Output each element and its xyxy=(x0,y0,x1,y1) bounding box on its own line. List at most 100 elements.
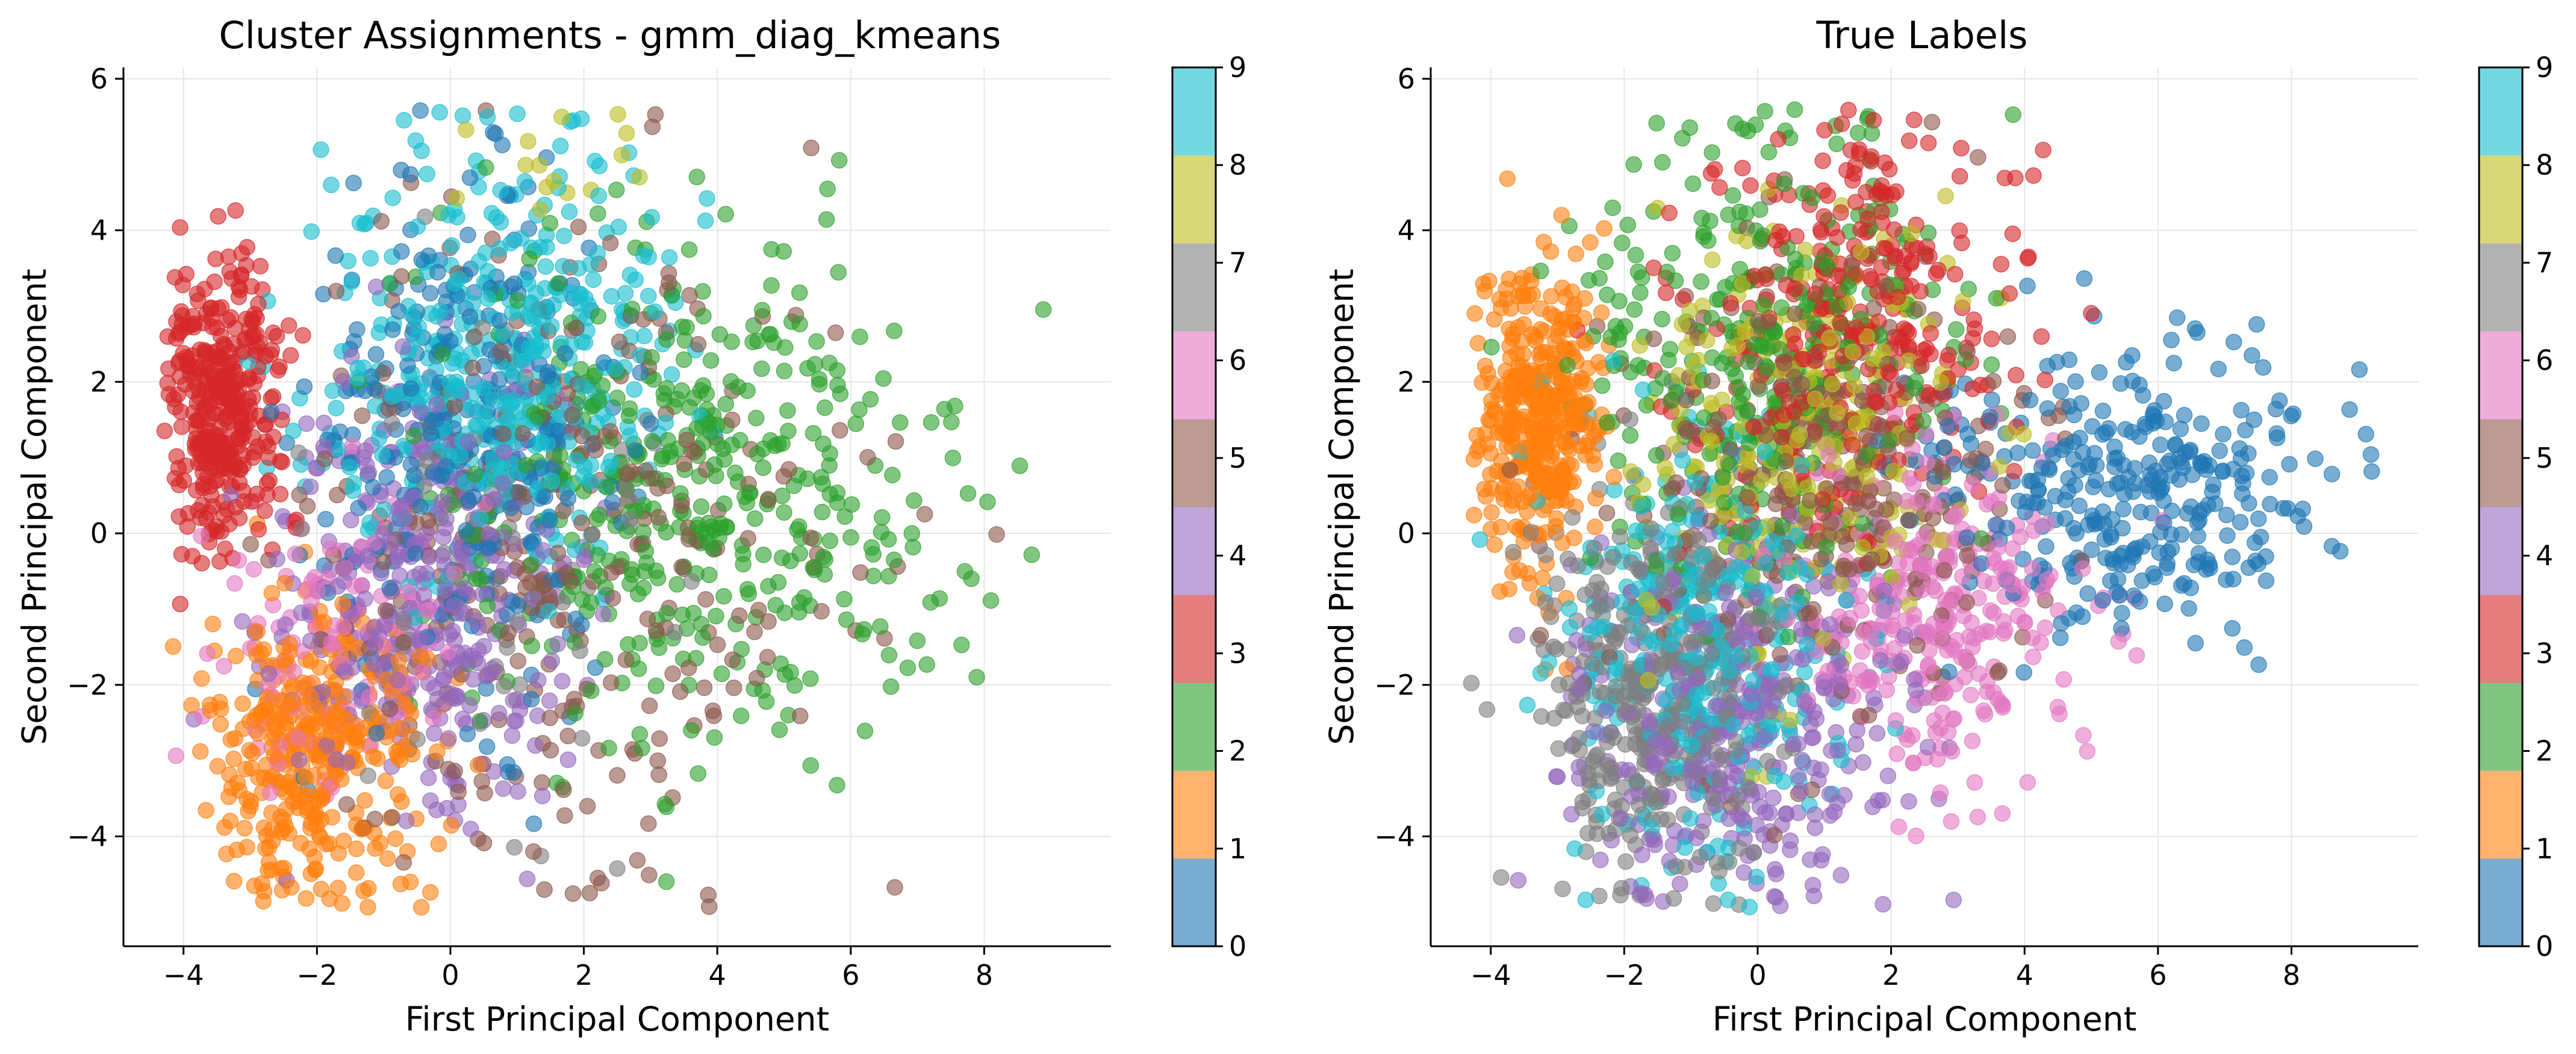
scatter-point-class-7 xyxy=(359,767,376,784)
scatter-point-class-2 xyxy=(594,377,611,394)
scatter-point-class-0 xyxy=(367,346,385,363)
scatter-point-class-9 xyxy=(600,459,617,476)
scatter-point-class-0 xyxy=(2204,476,2222,494)
scatter-point-class-1 xyxy=(316,613,332,631)
scatter-point-class-5 xyxy=(603,674,620,691)
scatter-point-class-2 xyxy=(882,678,900,695)
scatter-point-class-0 xyxy=(2187,634,2204,652)
scatter-point-class-1 xyxy=(277,784,294,801)
scatter-point-class-2 xyxy=(753,360,770,377)
scatter-point-class-5 xyxy=(887,433,904,450)
scatter-point-class-2 xyxy=(653,450,670,468)
scatter-point-class-9 xyxy=(418,166,435,182)
scatter-point-class-1 xyxy=(332,771,350,788)
scatter-point-class-5 xyxy=(709,636,726,653)
scatter-point-class-3 xyxy=(231,474,248,491)
scatter-point-class-0 xyxy=(2189,527,2206,545)
scatter-point-class-5 xyxy=(603,564,620,581)
scatter-point-class-2 xyxy=(865,546,882,563)
scatter-point-class-2 xyxy=(650,639,668,656)
scatter-point-class-2 xyxy=(647,677,665,695)
scatter-point-class-2 xyxy=(810,376,828,393)
scatter-point-class-3 xyxy=(2004,225,2021,243)
scatter-point-class-2 xyxy=(659,432,676,449)
scatter-point-class-5 xyxy=(476,784,493,802)
scatter-point-class-7 xyxy=(1564,509,1581,526)
scatter-point-class-5 xyxy=(602,235,619,252)
scatter-point-class-6 xyxy=(216,657,232,675)
x-tick-label: −2 xyxy=(296,959,337,991)
scatter-point-class-4 xyxy=(475,637,493,655)
scatter-point-class-2 xyxy=(668,576,685,593)
scatter-point-class-5 xyxy=(446,763,463,780)
scatter-point-class-6 xyxy=(2039,515,2056,532)
scatter-point-class-0 xyxy=(2180,600,2197,617)
scatter-point-class-1 xyxy=(212,716,229,733)
scatter-point-class-2 xyxy=(944,450,962,467)
scatter-point-class-8 xyxy=(1955,293,1971,309)
scatter-point-class-2 xyxy=(814,503,831,521)
scatter-point-class-1 xyxy=(356,792,373,809)
scatter-point-class-0 xyxy=(509,597,527,614)
scatter-point-class-9 xyxy=(1566,840,1583,857)
scatter-point-class-3 xyxy=(197,343,214,361)
scatter-point-class-5 xyxy=(446,397,464,415)
scatter-point-class-7 xyxy=(1542,608,1560,625)
scatter-point-class-1 xyxy=(198,802,214,819)
scatter-point-class-4 xyxy=(518,870,536,887)
scatter-point-class-9 xyxy=(491,240,508,257)
scatter-point-class-4 xyxy=(494,780,512,797)
scatter-point-class-1 xyxy=(292,834,310,852)
colorbar-tick-label: 9 xyxy=(1229,51,1246,84)
scatter-point-class-1 xyxy=(429,743,446,760)
scatter-point-class-4 xyxy=(494,475,511,492)
scatter-point-class-2 xyxy=(1752,201,1769,219)
scatter-point-class-6 xyxy=(309,583,326,600)
scatter-point-class-4 xyxy=(411,630,428,647)
scatter-point-class-0 xyxy=(412,498,429,515)
scatter-point-class-9 xyxy=(376,501,393,518)
scatter-point-class-1 xyxy=(1543,288,1560,305)
scatter-point-class-1 xyxy=(1553,206,1570,224)
scatter-point-class-9 xyxy=(516,173,534,190)
scatter-point-class-2 xyxy=(821,457,838,474)
scatter-point-class-2 xyxy=(637,542,655,560)
scatter-point-class-2 xyxy=(701,415,718,432)
scatter-point-class-5 xyxy=(1970,149,1986,166)
scatter-point-class-5 xyxy=(593,875,610,891)
scatter-point-class-2 xyxy=(922,594,939,611)
scatter-point-class-0 xyxy=(505,764,522,781)
scatter-point-class-8 xyxy=(609,106,626,123)
scatter-point-class-3 xyxy=(2036,371,2053,388)
scatter-point-class-3 xyxy=(182,367,199,383)
scatter-point-class-4 xyxy=(316,414,332,432)
scatter-point-class-7 xyxy=(571,642,588,659)
scatter-point-class-4 xyxy=(553,672,571,690)
scatter-point-class-2 xyxy=(872,618,889,635)
scatter-point-class-0 xyxy=(2109,475,2126,492)
scatter-point-class-3 xyxy=(189,440,206,457)
scatter-point-class-0 xyxy=(2019,277,2036,294)
scatter-point-class-5 xyxy=(602,423,619,440)
scatter-point-class-4 xyxy=(1900,793,1917,810)
scatter-point-class-2 xyxy=(471,713,488,730)
scatter-point-class-2 xyxy=(658,331,675,348)
scatter-point-class-5 xyxy=(731,607,748,624)
scatter-point-class-9 xyxy=(443,383,460,401)
scatter-point-class-2 xyxy=(631,634,648,652)
scatter-point-class-1 xyxy=(248,646,265,663)
scatter-point-class-1 xyxy=(305,767,323,784)
scatter-point-class-1 xyxy=(470,757,487,773)
scatter-point-class-8 xyxy=(618,125,635,142)
scatter-point-class-6 xyxy=(2004,540,2021,557)
scatter-point-class-2 xyxy=(675,351,692,368)
scatter-point-class-2 xyxy=(755,547,772,563)
scatter-point-class-3 xyxy=(235,425,252,442)
y-axis-label: Second Principal Component xyxy=(15,268,54,745)
scatter-point-class-9 xyxy=(324,382,341,400)
scatter-point-class-2 xyxy=(479,597,496,615)
scatter-point-class-2 xyxy=(723,333,740,350)
scatter-point-class-3 xyxy=(282,347,299,364)
scatter-point-class-0 xyxy=(523,690,540,708)
scatter-point-class-9 xyxy=(343,273,360,291)
